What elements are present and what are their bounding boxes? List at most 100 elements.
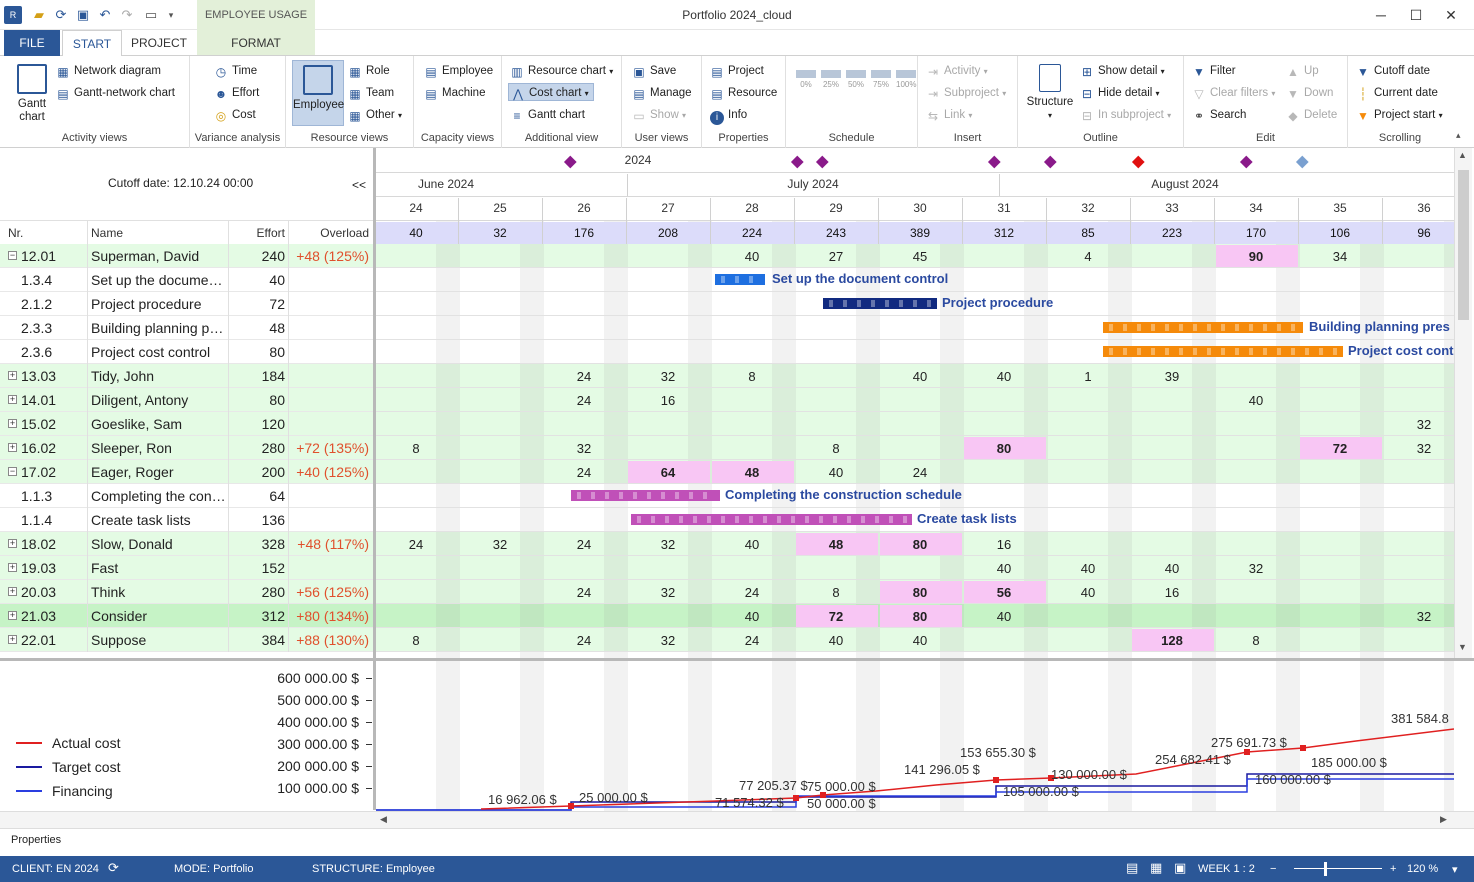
capacity-machine-button[interactable]: ▤ Machine <box>424 84 485 102</box>
tab-project[interactable]: PROJECT <box>130 36 187 50</box>
cutoff-date-button[interactable]: ▼ Cutoff date <box>1356 62 1430 80</box>
refresh-icon[interactable]: ⟳ <box>55 7 67 22</box>
expand-toggle-icon[interactable]: − <box>8 467 17 476</box>
table-row[interactable]: +14.01 Diligent, Antony 80 <box>0 388 373 412</box>
table-icon[interactable]: ▣ <box>1174 860 1187 875</box>
horizontal-splitter[interactable] <box>0 658 1474 661</box>
zoom-in-icon[interactable]: + <box>1390 863 1397 875</box>
expand-toggle-icon[interactable]: + <box>8 419 17 428</box>
capacity-employee-button[interactable]: ▤ Employee <box>424 62 493 80</box>
zoom-slider[interactable] <box>1294 868 1382 869</box>
show-detail-button[interactable]: ⊞ Show detail ▾ <box>1080 62 1165 80</box>
expand-toggle-icon[interactable]: + <box>8 395 17 404</box>
employee-view-button[interactable]: Employee <box>292 60 344 126</box>
clear-filters-button[interactable]: ▽ Clear filters ▾ <box>1192 84 1275 102</box>
team-button[interactable]: ▦ Team <box>348 84 394 102</box>
other-button[interactable]: ▦ Other ▾ <box>348 106 402 124</box>
hide-detail-button[interactable]: ⊟ Hide detail ▾ <box>1080 84 1160 102</box>
insert-subproject-button[interactable]: ⇥ Subproject ▾ <box>926 84 1006 102</box>
expand-toggle-icon[interactable]: + <box>8 563 17 572</box>
gantt-chart-button[interactable]: Gantt chart <box>8 64 56 124</box>
resource-chart-button[interactable]: ▥ Resource chart ▾ <box>510 62 613 80</box>
time-button[interactable]: ◷ Time <box>214 62 257 80</box>
collapse-ribbon-icon[interactable]: ▴ <box>1456 130 1461 140</box>
undo-icon[interactable]: ↶ <box>99 7 111 22</box>
delete-button[interactable]: ◆ Delete <box>1286 106 1337 124</box>
expand-toggle-icon[interactable]: + <box>8 635 17 644</box>
table-row[interactable]: +13.03 Tidy, John 184 <box>0 364 373 388</box>
expand-toggle-icon[interactable]: + <box>8 371 17 380</box>
table-row[interactable]: 2.3.6 Project cost control 80 <box>0 340 373 364</box>
progress-2-button[interactable]: 50% <box>846 70 866 89</box>
table-row[interactable]: +16.02 Sleeper, Ron 280 +72 (135%) <box>0 436 373 460</box>
show-view-button[interactable]: ▭ Show ▾ <box>632 106 686 124</box>
table-row[interactable]: 1.1.3 Completing the con… 64 <box>0 484 373 508</box>
progress-0-button[interactable]: 0% <box>796 70 816 89</box>
expand-toggle-icon[interactable]: + <box>8 611 17 620</box>
filter-button[interactable]: ▼ Filter <box>1192 62 1236 80</box>
cost-button[interactable]: ◎ Cost <box>214 106 256 124</box>
sync-icon[interactable]: ⟳ <box>108 860 119 875</box>
table-row[interactable]: +15.02 Goeslike, Sam 120 <box>0 412 373 436</box>
window-icon[interactable]: ▭ <box>144 7 158 22</box>
scroll-down-icon[interactable]: ▼ <box>1458 642 1467 652</box>
progress-3-button[interactable]: 75% <box>871 70 891 89</box>
table-row[interactable]: 2.3.3 Building planning p… 48 <box>0 316 373 340</box>
move-down-button[interactable]: ▼ Down <box>1286 84 1333 102</box>
insert-activity-button[interactable]: ⇥ Activity ▾ <box>926 62 988 80</box>
zoom-dropdown-icon[interactable]: ▾ <box>1452 864 1458 876</box>
table-row[interactable]: +18.02 Slow, Donald 328 +48 (117%) <box>0 532 373 556</box>
additional-gantt-button[interactable]: ≡ Gantt chart <box>510 106 584 124</box>
table-row[interactable]: +19.03 Fast 152 <box>0 556 373 580</box>
in-subproject-button[interactable]: ⊟ In subproject ▾ <box>1080 106 1171 124</box>
search-button[interactable]: ⚭ Search <box>1192 106 1246 124</box>
project-properties-button[interactable]: ▤ Project <box>710 62 763 80</box>
table-row[interactable]: +22.01 Suppose 384 +88 (130%) <box>0 628 373 652</box>
vertical-scrollbar[interactable]: ▲ ▼ <box>1454 148 1472 658</box>
move-up-button[interactable]: ▲ Up <box>1286 62 1319 80</box>
structure-button[interactable]: Structure ▾ <box>1024 64 1076 122</box>
qat-dropdown-icon[interactable]: ▾ <box>168 10 174 20</box>
column-header-nr[interactable]: Nr. <box>8 226 24 240</box>
save-icon[interactable]: ▣ <box>76 7 90 22</box>
expand-toggle-icon[interactable]: − <box>8 251 17 260</box>
manage-views-button[interactable]: ▤ Manage <box>632 84 691 102</box>
table-row[interactable]: −17.02 Eager, Roger 200 +40 (125%) <box>0 460 373 484</box>
zoom-thumb[interactable] <box>1324 862 1327 876</box>
properties-tab[interactable]: Properties <box>11 834 62 846</box>
role-button[interactable]: ▦ Role <box>348 62 389 80</box>
redo-icon[interactable]: ↷ <box>121 7 133 22</box>
scroll-right-icon[interactable]: ▶ <box>1440 814 1447 824</box>
zoom-out-icon[interactable]: − <box>1270 863 1277 875</box>
column-header-name[interactable]: Name <box>91 226 124 240</box>
tab-file[interactable]: FILE <box>4 30 60 56</box>
current-date-button[interactable]: ┆ Current date <box>1356 84 1438 102</box>
table-row[interactable]: +20.03 Think 280 +56 (125%) <box>0 580 373 604</box>
network-diagram-button[interactable]: ▦ Network diagram <box>56 62 161 80</box>
table-row[interactable]: 1.1.4 Create task lists 136 <box>0 508 373 532</box>
info-button[interactable]: i Info <box>710 106 747 125</box>
column-header-effort[interactable]: Effort <box>256 226 285 240</box>
progress-1-button[interactable]: 25% <box>821 70 841 89</box>
progress-4-button[interactable]: 100% <box>896 70 916 89</box>
tab-start[interactable]: START <box>62 30 122 57</box>
table-row[interactable]: +21.03 Consider 312 +80 (134%) <box>0 604 373 628</box>
gantt-network-button[interactable]: ▤ Gantt-network chart <box>56 84 175 102</box>
scroll-thumb[interactable] <box>1458 170 1469 320</box>
pane-splitter[interactable] <box>373 148 376 810</box>
horizontal-scrollbar[interactable]: ◀ ▶ <box>0 811 1474 828</box>
layout-icon[interactable]: ▤ <box>1126 860 1139 875</box>
column-header-overload[interactable]: Overload <box>320 226 369 240</box>
cost-chart-button[interactable]: ⋀ Cost chart ▾ <box>508 83 594 101</box>
tab-format[interactable]: FORMAT <box>231 36 281 50</box>
maximize-button[interactable]: ☐ <box>1409 7 1423 23</box>
scroll-left-icon[interactable]: ◀ <box>380 814 387 824</box>
table-row[interactable]: −12.01 Superman, David 240 +48 (125%) <box>0 244 373 268</box>
table-row[interactable]: 2.1.2 Project procedure 72 <box>0 292 373 316</box>
minimize-button[interactable]: ─ <box>1376 7 1386 23</box>
collapse-table-button[interactable]: << <box>352 178 367 192</box>
expand-toggle-icon[interactable]: + <box>8 443 17 452</box>
scroll-up-icon[interactable]: ▲ <box>1458 150 1467 160</box>
expand-toggle-icon[interactable]: + <box>8 587 17 596</box>
expand-toggle-icon[interactable]: + <box>8 539 17 548</box>
